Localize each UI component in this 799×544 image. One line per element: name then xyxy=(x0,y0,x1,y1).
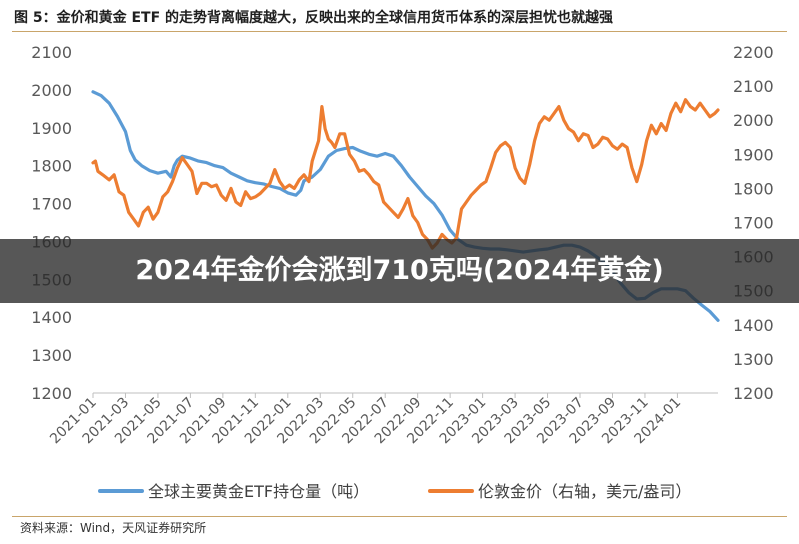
left-y-tick-label: 2000 xyxy=(31,81,72,100)
left-y-tick-label: 1300 xyxy=(31,346,72,365)
right-y-tick-label: 1400 xyxy=(733,316,774,335)
figure-title: 图 5：金价和黄金 ETF 的走势背离幅度越大，反映出来的全球信用货币体系的深层… xyxy=(14,10,614,26)
headline-banner: 2024年金价会涨到710克吗(2024年黄金) xyxy=(0,239,799,303)
left-y-tick-label: 1800 xyxy=(31,157,72,176)
right-y-tick-label: 1800 xyxy=(733,179,774,198)
left-y-tick-label: 1900 xyxy=(31,119,72,138)
chart-legend: 全球主要黄金ETF持仓量（吨） 伦敦金价（右轴，美元/盎司） xyxy=(98,482,691,501)
right-y-tick-label: 2100 xyxy=(733,77,774,96)
data-source-note: 资料来源：Wind，天风证券研究所 xyxy=(20,521,207,535)
london-gold-price-line xyxy=(91,98,720,250)
right-y-tick-label: 1900 xyxy=(733,145,774,164)
right-y-tick-label: 1300 xyxy=(733,350,774,369)
legend-item-etf-label: 全球主要黄金ETF持仓量（吨） xyxy=(148,482,369,501)
left-y-tick-label: 1400 xyxy=(31,308,72,327)
right-y-tick-label: 2200 xyxy=(733,43,774,62)
source-divider xyxy=(12,516,787,517)
right-y-tick-label: 1200 xyxy=(733,384,774,403)
legend-item-gold-label: 伦敦金价（右轴，美元/盎司） xyxy=(478,482,691,501)
left-y-tick-label: 1700 xyxy=(31,195,72,214)
title-divider xyxy=(12,31,787,32)
right-y-tick-label: 2000 xyxy=(733,111,774,130)
left-y-tick-label: 1200 xyxy=(31,384,72,403)
headline-text: 2024年金价会涨到710克吗(2024年黄金) xyxy=(135,255,664,286)
left-y-tick-label: 2100 xyxy=(31,43,72,62)
right-y-tick-label: 1700 xyxy=(733,214,774,233)
